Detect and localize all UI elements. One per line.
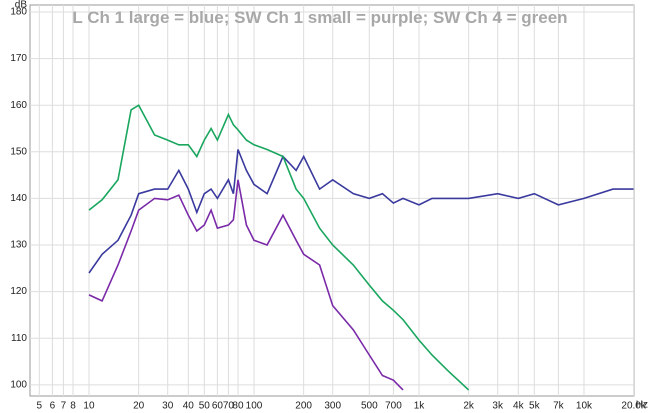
x-tick-label: 7: [61, 401, 67, 412]
series-line: [88, 104, 470, 391]
x-tick-label: 60: [212, 401, 224, 412]
x-tick-label: 700: [385, 401, 402, 412]
x-tick-label: 10k: [576, 401, 593, 412]
y-tick-label: 100: [10, 379, 27, 390]
x-tick-label: 30: [162, 401, 174, 412]
x-tick-label: 2k: [463, 401, 475, 412]
x-tick-label: 10: [83, 401, 95, 412]
x-axis-label: Hz: [636, 400, 648, 411]
x-tick-label: 20: [133, 401, 145, 412]
x-tick-label: 4k: [513, 401, 525, 412]
x-tick-label: 1k: [414, 401, 426, 412]
x-tick-label: 80: [232, 401, 244, 412]
x-tick-label: 8: [70, 401, 76, 412]
y-axis-label: dB: [15, 0, 28, 11]
x-tick-label: 50: [199, 401, 211, 412]
y-tick-label: 180: [10, 7, 27, 18]
x-tick-label: 6: [50, 401, 56, 412]
x-tick-label: 7k: [553, 401, 565, 412]
y-tick-label: 130: [10, 240, 27, 251]
y-tick-label: 110: [11, 333, 27, 344]
x-tick-label: 200: [295, 401, 312, 412]
y-tick-label: 150: [10, 146, 27, 157]
x-tick-label: 500: [361, 401, 378, 412]
x-tick-label: 5: [37, 401, 43, 412]
series-line: [88, 179, 404, 391]
x-tick-label: 100: [246, 401, 263, 412]
x-tick-label: 70: [223, 401, 235, 412]
y-tick-label: 170: [10, 53, 27, 64]
plot-frame: [29, 4, 635, 397]
x-tick-label: 40: [183, 401, 195, 412]
x-tick-label: 5k: [529, 401, 541, 412]
y-tick-label: 120: [10, 286, 27, 297]
series-line: [88, 149, 634, 274]
y-tick-label: 160: [10, 100, 27, 111]
x-tick-label: 20.0k: [621, 401, 646, 412]
x-tick-label: 3k: [492, 401, 504, 412]
chart-title: L Ch 1 large = blue; SW Ch 1 small = pur…: [72, 8, 568, 27]
y-tick-label: 140: [10, 193, 27, 204]
x-tick-label: 300: [324, 401, 341, 412]
